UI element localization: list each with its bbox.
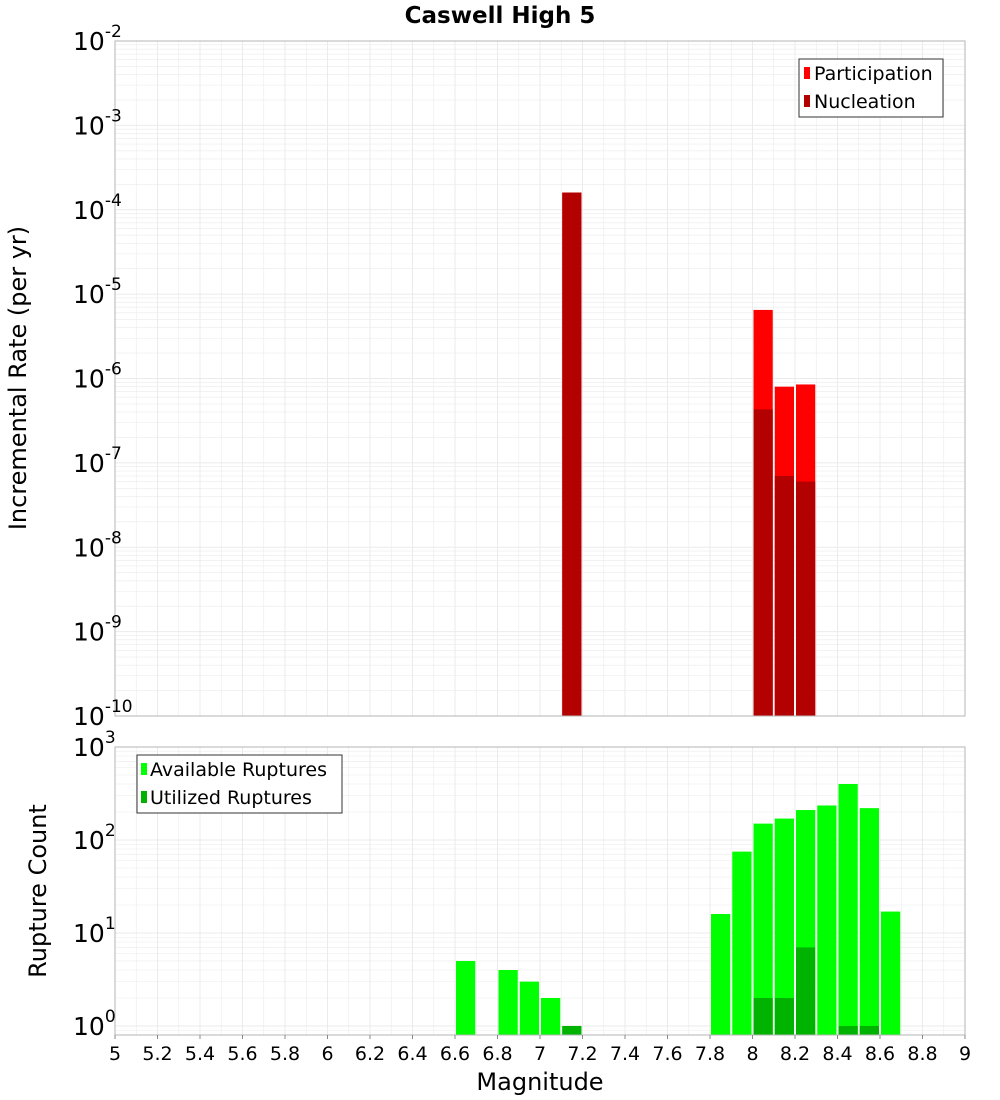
- x-tick-label: 7: [534, 1043, 546, 1065]
- x-tick-label: 8.2: [780, 1043, 810, 1065]
- bar-available-ruptures: [838, 784, 858, 1035]
- x-tick-label: 5.8: [270, 1043, 300, 1065]
- bar-available-ruptures: [732, 851, 752, 1035]
- bar-available-ruptures: [519, 981, 539, 1035]
- legend-swatch-participation: [804, 67, 810, 79]
- y-tick-label: 10-6: [73, 360, 122, 394]
- bottom-plot-panel: 100 101 102 103 5 5.2 5.4 5.6 5.8 6 6.2 6.4 6.6 6.8 7…: [24, 728, 971, 1096]
- top-plot-frame: [114, 40, 966, 717]
- chart-title: Caswell High 5: [405, 3, 596, 29]
- x-tick-label: 7.6: [652, 1043, 682, 1065]
- x-tick-label: 8.8: [907, 1043, 937, 1065]
- bottom-y-axis-label: Rupture Count: [24, 804, 52, 978]
- y-tick-label: 10-4: [73, 191, 122, 225]
- x-axis-label: Magnitude: [476, 1068, 603, 1096]
- y-tick-label: 10-3: [73, 106, 122, 140]
- top-legend: Participation Nucleation: [798, 58, 944, 118]
- x-tick-label: 6: [321, 1043, 333, 1065]
- bar-utilized-ruptures: [562, 1025, 582, 1035]
- x-tick-label: 5.4: [185, 1043, 215, 1065]
- top-y-axis-label: Incremental Rate (per yr): [4, 226, 32, 530]
- x-tick-label: 6.6: [440, 1043, 470, 1065]
- x-tick-label: 6.4: [397, 1043, 427, 1065]
- bottom-bars: [456, 784, 901, 1035]
- bar-nucleation: [774, 475, 794, 716]
- bar-available-ruptures: [881, 911, 901, 1035]
- y-tick-label: 10-2: [73, 22, 122, 56]
- bar-available-ruptures: [817, 805, 837, 1035]
- legend-label-nucleation: Nucleation: [814, 91, 916, 113]
- y-tick-label: 10-9: [73, 613, 122, 647]
- x-tick-label: 8: [746, 1043, 758, 1065]
- top-legend-box: [798, 58, 944, 118]
- bar-utilized-ruptures: [838, 1025, 858, 1035]
- y-tick-label: 10-8: [73, 528, 122, 562]
- bar-utilized-ruptures: [796, 947, 816, 1035]
- y-tick-label: 102: [73, 821, 116, 855]
- legend-swatch-utilized: [141, 791, 147, 803]
- x-tick-label: 6.2: [355, 1043, 385, 1065]
- y-tick-label: 100: [73, 1007, 116, 1041]
- bar-nucleation: [753, 409, 773, 716]
- top-plot-panel: 10-10 10-9 10-8 10-7 10-6 10-5 10-4 10-3 10-2 In…: [4, 22, 966, 731]
- legend-label-participation: Participation: [814, 63, 933, 85]
- bottom-legend-box: [136, 754, 343, 814]
- y-tick-label: 10-5: [73, 275, 122, 309]
- bar-utilized-ruptures: [753, 997, 773, 1035]
- bar-available-ruptures: [541, 997, 561, 1035]
- y-tick-label: 103: [73, 728, 116, 762]
- x-tick-label: 8.4: [822, 1043, 852, 1065]
- x-tick-label: 5.6: [227, 1043, 257, 1065]
- x-tick-label: 7.8: [695, 1043, 725, 1065]
- bar-available-ruptures: [753, 823, 773, 1035]
- legend-label-utilized: Utilized Ruptures: [150, 787, 312, 809]
- bar-utilized-ruptures: [859, 1025, 879, 1035]
- x-tick-labels: 5 5.2 5.4 5.6 5.8 6 6.2 6.4 6.6 6.8 7 7.2 7.4 7.6 7.8 8…: [109, 1035, 971, 1065]
- y-tick-label: 101: [73, 914, 116, 948]
- x-tick-label: 6.8: [482, 1043, 512, 1065]
- x-tick-label: 9: [959, 1043, 971, 1065]
- bar-available-ruptures: [498, 969, 518, 1035]
- bar-available-ruptures: [859, 808, 879, 1035]
- x-tick-label: 7.2: [567, 1043, 597, 1065]
- top-grid: [114, 40, 966, 717]
- bar-nucleation: [562, 192, 582, 717]
- bar-available-ruptures: [774, 818, 794, 1035]
- x-tick-label: 5.2: [142, 1043, 172, 1065]
- x-tick-label: 8.6: [865, 1043, 895, 1065]
- bar-utilized-ruptures: [774, 997, 794, 1035]
- y-tick-label: 10-10: [73, 697, 133, 731]
- legend-label-available: Available Ruptures: [150, 759, 327, 781]
- y-tick-label: 10-7: [73, 444, 122, 478]
- bar-available-ruptures: [711, 914, 731, 1035]
- top-y-tick-labels: 10-10 10-9 10-8 10-7 10-6 10-5 10-4 10-3 10-2: [73, 22, 133, 731]
- bottom-y-tick-labels: 100 101 102 103: [73, 728, 116, 1041]
- top-bars: [562, 192, 816, 717]
- bar-nucleation: [796, 481, 816, 716]
- bottom-legend: Available Ruptures Utilized Ruptures: [136, 754, 343, 814]
- x-tick-label: 7.4: [610, 1043, 640, 1065]
- x-tick-label: 5: [109, 1043, 121, 1065]
- bar-available-ruptures: [456, 960, 476, 1035]
- legend-swatch-nucleation: [804, 95, 810, 107]
- legend-swatch-available: [141, 763, 147, 775]
